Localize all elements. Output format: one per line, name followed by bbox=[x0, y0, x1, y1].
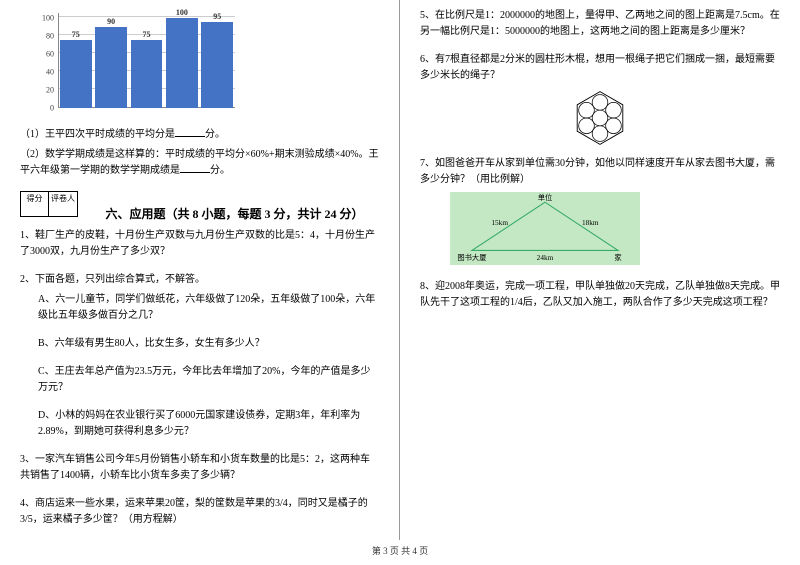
q6: 6、有7根直径都是2分米的圆柱形木棍，想用一根绳子把它们捆成一捆，最短需要多少米… bbox=[420, 52, 780, 84]
ytick-20: 20 bbox=[30, 85, 54, 94]
q1: 1、鞋厂生产的皮鞋，十月份生产双数与九月份生产双数的比是5：4，十月份生产了30… bbox=[20, 228, 379, 260]
score-cell-1: 得分 bbox=[21, 192, 49, 216]
chart-q1-suffix: 分。 bbox=[205, 129, 225, 140]
bar-label-4: 100 bbox=[176, 8, 188, 17]
section-title: 六、应用题（共 8 小题，每题 3 分，共计 24 分） bbox=[90, 205, 379, 222]
bar-label-5: 95 bbox=[213, 12, 221, 21]
ytick-0: 0 bbox=[30, 104, 54, 113]
chart-q2: （2）数学学期成绩是这样算的：平时成绩的平均分×60%+期末测验成绩×40%。王… bbox=[20, 147, 379, 179]
score-box: 得分 评卷人 bbox=[20, 191, 78, 217]
triangle-diagram: 单位 15km 18km 图书大厦 24km 家 bbox=[450, 192, 640, 265]
bar-5 bbox=[201, 22, 233, 108]
hexagon-circles-diagram bbox=[570, 88, 630, 148]
page-footer: 第 3 页 共 4 页 bbox=[0, 540, 800, 557]
tri-top: 单位 bbox=[538, 193, 553, 202]
q7: 7、如图爸爸开车从家到单位需30分钟，如他以同样速度开车从家去图书大厦，需多少分… bbox=[420, 156, 780, 188]
tri-left-edge: 15km bbox=[491, 218, 508, 227]
tri-right-edge: 18km bbox=[582, 218, 599, 227]
q2c: C、王庄去年总产值为23.5万元，今年比去年增加了20%，今年的产值是多少万元？ bbox=[38, 364, 379, 396]
q2: 2、下面各题，只列出综合算式，不解答。 bbox=[20, 272, 379, 288]
bars-container: 75 90 75 100 95 bbox=[58, 13, 235, 108]
ytick-40: 40 bbox=[30, 67, 54, 76]
ytick-100: 100 bbox=[30, 13, 54, 22]
tri-bottom: 24km bbox=[537, 253, 554, 262]
bar-2 bbox=[95, 27, 127, 108]
q2b: B、六年级有男生80人，比女生多，女生有多少人？ bbox=[38, 336, 379, 352]
q8: 8、迎2008年奥运，完成一项工程，甲队单独做20天完成，乙队单独做8天完成。甲… bbox=[420, 279, 780, 311]
bar-chart: 0 20 40 60 80 100 75 90 75 100 95 bbox=[30, 8, 240, 123]
score-cell-2: 评卷人 bbox=[49, 192, 77, 216]
q3: 3、一家汽车销售公司今年5月份销售小轿车和小货车数量的比是5：2，这两种车共销售… bbox=[20, 452, 379, 484]
ytick-60: 60 bbox=[30, 49, 54, 58]
bar-label-3: 75 bbox=[142, 30, 150, 39]
bar-label-1: 75 bbox=[72, 30, 80, 39]
q2a: A、六一儿童节，同学们做纸花，六年级做了120朵，五年级做了100朵，六年级比五… bbox=[38, 292, 379, 324]
tri-br: 家 bbox=[614, 253, 622, 262]
bar-1 bbox=[60, 40, 92, 108]
chart-q1: （1）王平四次平时成绩的平均分是 分。 bbox=[20, 127, 379, 143]
q2d: D、小林的妈妈在农业银行买了6000元国家建设债券，定期3年，年利率为2.89%… bbox=[38, 408, 379, 440]
bar-3 bbox=[131, 40, 163, 108]
ytick-80: 80 bbox=[30, 31, 54, 40]
tri-bl: 图书大厦 bbox=[457, 253, 486, 262]
bar-label-2: 90 bbox=[107, 17, 115, 26]
q4: 4、商店运来一些水果，运来苹果20筐，梨的筐数是苹果的3/4，同时又是橘子的3/… bbox=[20, 496, 379, 528]
chart-q2-suffix: 分。 bbox=[210, 165, 230, 176]
q5: 5、在比例尺是1：2000000的地图上，量得甲、乙两地之间的图上距离是7.5c… bbox=[420, 8, 780, 40]
bar-4 bbox=[166, 18, 198, 108]
chart-q1-text: （1）王平四次平时成绩的平均分是 bbox=[20, 129, 175, 140]
